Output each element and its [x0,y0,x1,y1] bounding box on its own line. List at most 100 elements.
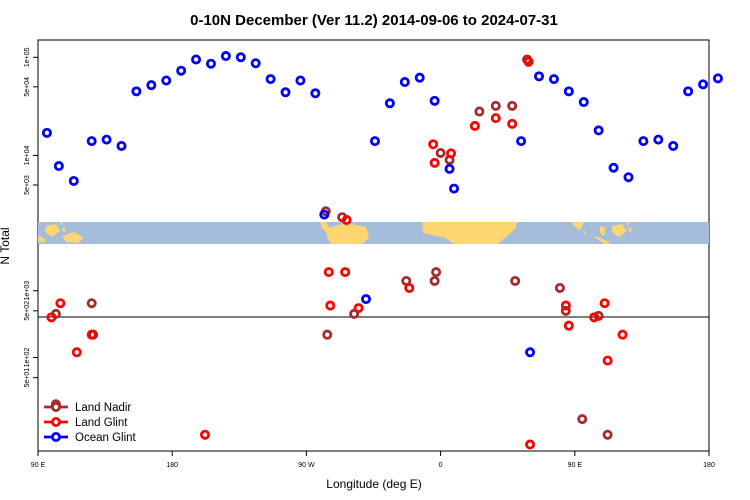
land-glint-point [353,303,364,314]
ocean-glint-point [41,127,52,138]
ocean-glint-point [220,51,231,62]
land-glint-point [599,298,610,309]
map-land-sulawesi [62,227,66,232]
ocean-glint-point [280,87,291,98]
ocean-glint-point [131,86,142,97]
ocean-glint-point [623,172,634,183]
land-glint-point [560,300,571,311]
map-land-africa [422,222,516,244]
ocean-glint-point [608,162,619,173]
land-glint-point [86,329,97,340]
land-nadir-point [474,106,485,117]
x-tick-label: 90 E [568,462,583,469]
ocean-glint-point [68,175,79,186]
x-tick-label: 90 W [298,462,315,469]
map-land-sri-lanka [583,231,586,235]
ocean-glint-point [191,54,202,65]
y-tick-label: 5e+02 [24,301,31,321]
land-glint-point [46,312,57,323]
ocean-glint-point [698,79,709,90]
ocean-glint-point [250,58,261,69]
ocean-glint-point [86,136,97,147]
map-land-philippines [60,222,63,226]
x-tick-label: 90 E [31,462,46,469]
land-glint-point [525,439,536,450]
y-tick-label: 5e+03 [24,175,31,195]
land-glint-point [325,300,336,311]
legend-label-ocean-glint: Ocean Glint [75,432,137,444]
legend-label-land-glint: Land Glint [75,417,128,429]
ocean-glint-point [534,71,545,82]
x-tick-label: 180 [166,462,178,469]
land-nadir-point [490,100,501,111]
chart-title: 0-10N December (Ver 11.2) 2014-09-06 to … [190,12,558,29]
world-map-strip [38,222,709,244]
land-nadir-point [602,429,613,440]
y-tick-label: 5e+04 [24,77,31,97]
land-glint-point [469,120,480,131]
ocean-glint-point [399,77,410,88]
ocean-glint-point [384,98,395,109]
land-glint-point [523,56,534,67]
ocean-glint-point [361,294,372,305]
legend-marker-ocean-glint [51,431,62,442]
land-glint-point [490,113,501,124]
map-land-arabia [509,222,518,226]
land-glint-point [589,312,600,323]
ocean-glint-point [205,58,216,69]
land-glint-point [602,355,613,366]
ocean-glint-point [593,125,604,136]
x-tick-label: 0 [439,462,443,469]
ocean-glint-point [563,86,574,97]
ocean-glint-point [525,347,536,358]
land-nadir-point [510,275,521,286]
land-nadir-point [435,147,446,158]
land-nadir-point [577,414,588,425]
land-glint-point [507,118,518,129]
ocean-glint-point [638,136,649,147]
map-land-new-guinea [62,232,84,243]
map-land-malaysia [600,226,606,236]
land-glint-point [71,347,82,358]
land-nadir-point [560,305,571,316]
x-axis: 90 E 180 90 W 0 90 E 180 [31,451,715,469]
map-land-south-america [326,223,369,244]
ocean-glint-point [712,73,723,84]
land-glint-point [404,282,415,293]
map-land-sumatra-east [595,236,611,244]
land-nadir-point [322,329,333,340]
land-glint-point [200,429,211,440]
ocean-glint-point [310,88,321,99]
land-nadir-point [86,298,97,309]
map-land-borneo [45,224,60,237]
map-land-sulawesi-east [628,227,632,233]
legend-label-land-nadir: Land Nadir [75,402,131,414]
land-glint-point [429,157,440,168]
legend-marker-land-nadir [51,401,62,412]
map-ocean [38,222,709,244]
land-nadir-point [507,100,518,111]
ocean-glint-point [295,75,306,86]
ocean-glint-point [548,74,559,85]
ocean-glint-point [668,140,679,151]
ocean-glint-point [449,183,460,194]
ocean-glint-point [116,140,127,151]
land-glint-point [341,215,352,226]
land-glint-point [428,139,439,150]
ocean-glint-point [265,74,276,85]
land-glint-point [323,267,334,278]
plot-frame [37,39,710,452]
y-tick-label: 5e+01 [24,368,31,388]
land-glint-point [563,320,574,331]
data-points [41,51,723,450]
map-land-borneo-east [612,224,627,237]
legend-marker-land-glint [51,416,62,427]
y-tick-label: 1e+04 [24,146,31,166]
y-tick-label: 1e+02 [24,348,31,368]
ocean-glint-point [53,161,64,172]
land-nadir-point [554,282,565,293]
ocean-glint-point [414,72,425,83]
ocean-glint-point [369,136,380,147]
legend: Land Nadir Land Glint Ocean Glint [44,401,137,444]
